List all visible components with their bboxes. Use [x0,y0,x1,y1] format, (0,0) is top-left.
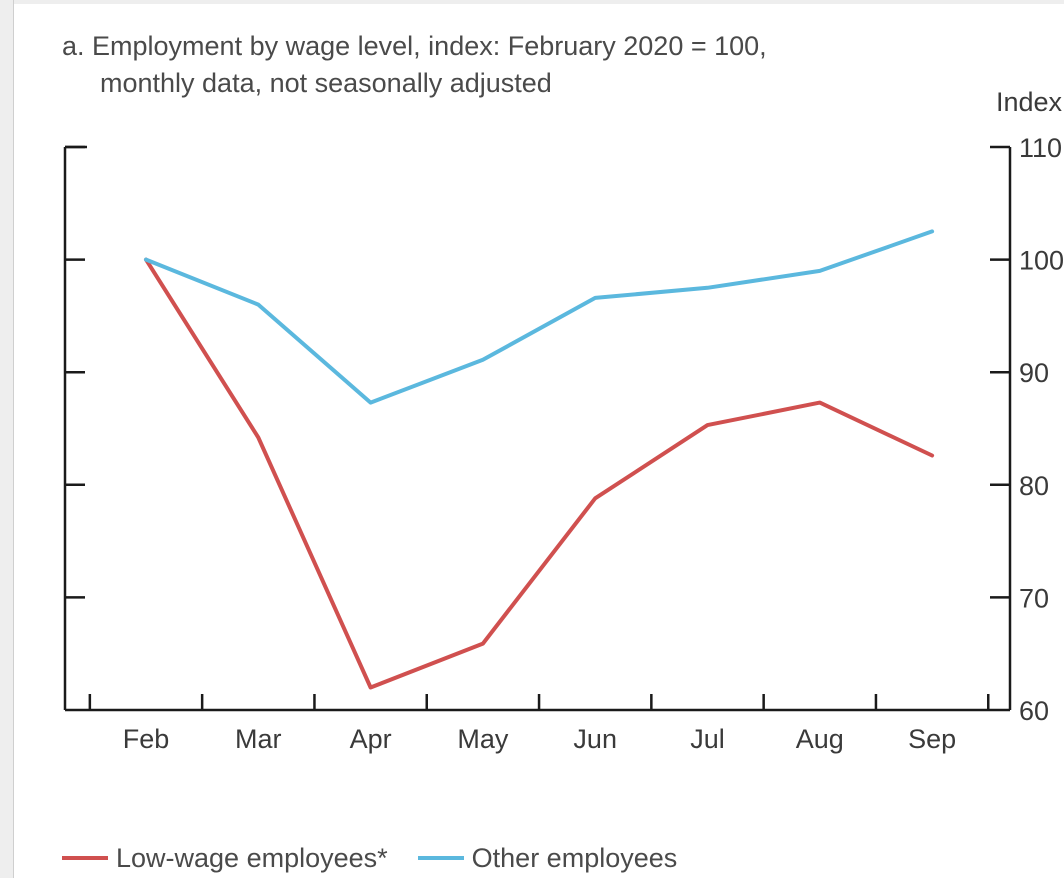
legend-swatch-low-wage [62,856,108,860]
y-tick-label: 90 [1019,358,1049,388]
series-line-low-wage [144,257,935,690]
x-tick-label: Jul [690,724,725,754]
legend-label-low-wage: Low-wage employees* [116,842,388,873]
legend-label-other: Other employees [471,842,678,873]
y-tick-label: 80 [1019,471,1049,501]
y-tick-label: 100 [1019,246,1064,276]
y-axis-label: Index [996,87,1063,117]
axis-labels: 60 70 80 90 100 110 Index Feb Mar Apr May Jun Jul Aug… [123,87,1064,754]
legend-swatch-other [417,856,464,860]
window-top-edge [0,0,1064,4]
y-tick-label: 70 [1019,583,1049,613]
x-tick-label: Mar [235,724,282,754]
chart-title-line-1: a. Employment by wage level, index: Febr… [62,31,767,61]
legend-item-other: Other employees [417,842,678,874]
x-tick-label: Feb [123,724,170,754]
chart-subtitle: monthly data, not seasonally adjusted [100,68,552,98]
x-tick-label: Apr [350,724,392,754]
x-tick-label: Aug [796,724,844,754]
x-tick-label: Sep [908,724,956,754]
window-left-edge [0,0,14,878]
x-tick-label: May [457,724,509,754]
y-tick-label: 110 [1019,133,1062,163]
series-lines [144,229,935,690]
chart-legend: Low-wage employees* Other employees [62,838,707,878]
x-tick-label: Jun [573,724,617,754]
axes [63,145,1012,712]
line-chart: 60 70 80 90 100 110 Index Feb Mar Apr May Jun Jul Aug… [63,87,1064,754]
legend-item-low-wage: Low-wage employees* [62,843,388,874]
chart-title: a. Employment by wage level, index: Febr… [62,28,767,102]
y-tick-label: 60 [1019,696,1049,726]
series-line-other [144,229,935,405]
